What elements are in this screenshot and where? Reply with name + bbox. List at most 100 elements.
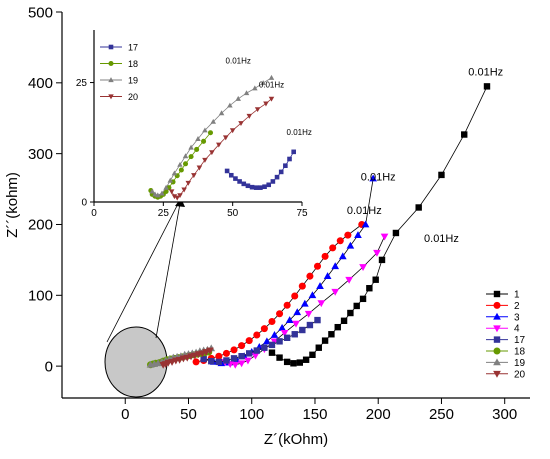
data-point: [316, 282, 324, 289]
legend-label: 18: [514, 347, 526, 358]
data-point: [218, 110, 225, 116]
legend-item-20: 20: [100, 92, 138, 102]
data-point: [263, 101, 269, 107]
data-point: [268, 74, 275, 80]
data-point: [276, 310, 284, 318]
data-point: [308, 291, 317, 299]
data-point: [181, 187, 187, 193]
data-point: [215, 358, 223, 366]
data-point: [202, 127, 208, 133]
frequency-annotation: 0.01Hz: [347, 205, 382, 217]
data-point: [340, 317, 348, 324]
data-point: [359, 264, 367, 271]
y-tick-label: 0: [81, 198, 87, 209]
data-point: [345, 276, 353, 284]
data-point: [229, 128, 236, 134]
data-point: [313, 262, 322, 270]
data-point: [296, 359, 303, 366]
data-point: [243, 90, 250, 96]
data-point: [268, 317, 276, 326]
data-point: [174, 195, 180, 201]
y-tick-label: 200: [28, 217, 53, 234]
legend-swatch-marker: [493, 325, 501, 333]
data-point: [192, 358, 200, 366]
data-point: [188, 144, 194, 150]
data-point: [209, 150, 215, 156]
data-point: [202, 157, 208, 163]
data-point: [177, 193, 183, 199]
data-point: [260, 80, 266, 86]
series-19: [149, 74, 275, 198]
data-point: [415, 204, 422, 211]
data-point: [270, 330, 279, 338]
data-point: [483, 83, 491, 90]
data-point: [285, 316, 294, 323]
legend-label: 18: [128, 59, 138, 69]
legend-swatch-marker: [108, 44, 114, 50]
y-tick-label: 0: [45, 358, 53, 375]
data-point: [244, 357, 252, 365]
data-point: [237, 179, 242, 184]
legend-swatch-marker: [493, 336, 501, 343]
data-point: [149, 188, 155, 194]
data-point: [208, 357, 215, 365]
data-point: [210, 118, 217, 124]
data-point: [168, 189, 175, 195]
data-point: [233, 176, 238, 181]
data-point: [223, 357, 230, 364]
inset-plot: 0 25 50 75 0 25 0.01Hz 0.01Hz 0.01Hz 17 18 19 20: [76, 30, 312, 219]
data-point: [163, 188, 169, 195]
data-point: [380, 233, 389, 241]
data-point: [253, 331, 261, 339]
data-point: [216, 142, 222, 148]
data-point: [245, 337, 253, 345]
x-tick-label: 250: [429, 406, 454, 423]
data-point: [159, 190, 165, 196]
data-point: [292, 320, 300, 328]
legend-swatch-marker: [493, 312, 501, 320]
data-point: [201, 138, 207, 144]
main-y-axis-title: Z´´(kohm): [4, 172, 21, 238]
inset-series-group: [148, 74, 296, 201]
main-annotations: 0.01Hz 0.01Hz 0.01Hz 0.01Hz: [347, 67, 503, 245]
x-tick-label: 50: [180, 406, 197, 423]
data-point: [293, 308, 302, 316]
y-tick-label: 300: [28, 146, 53, 163]
data-point: [315, 344, 322, 351]
legend-label: 2: [514, 301, 520, 312]
data-point: [291, 149, 296, 155]
data-point: [438, 171, 445, 179]
data-point: [191, 173, 197, 179]
series-1: [268, 83, 491, 367]
data-point: [353, 302, 360, 310]
data-point: [306, 321, 314, 329]
data-point: [302, 356, 310, 363]
legend-swatch-marker: [493, 347, 501, 355]
legend-item-2: 2: [486, 301, 520, 312]
inset-annotations: 0.01Hz 0.01Hz 0.01Hz: [226, 56, 312, 137]
frequency-annotation: 0.01Hz: [468, 67, 503, 79]
data-point: [291, 292, 299, 300]
legend-item-4: 4: [486, 324, 520, 335]
data-point: [252, 85, 258, 91]
legend-label: 17: [128, 43, 138, 53]
legend-swatch-marker: [108, 77, 114, 83]
legend-item-17: 17: [100, 43, 138, 53]
data-point: [331, 288, 340, 296]
data-point: [373, 249, 381, 257]
data-point: [207, 130, 214, 136]
x-tick-label: 100: [239, 406, 264, 423]
legend-label: 20: [514, 369, 526, 380]
inset-ticks: 0 25 50 75 0 25: [76, 78, 308, 219]
data-point: [171, 194, 178, 200]
legend-label: 3: [514, 312, 520, 323]
data-point: [178, 167, 184, 173]
inset-background: [92, 30, 302, 202]
x-tick-label: 0: [121, 406, 129, 423]
data-point: [270, 179, 276, 184]
legend-label: 17: [514, 335, 526, 346]
x-tick-label: 300: [492, 406, 517, 423]
